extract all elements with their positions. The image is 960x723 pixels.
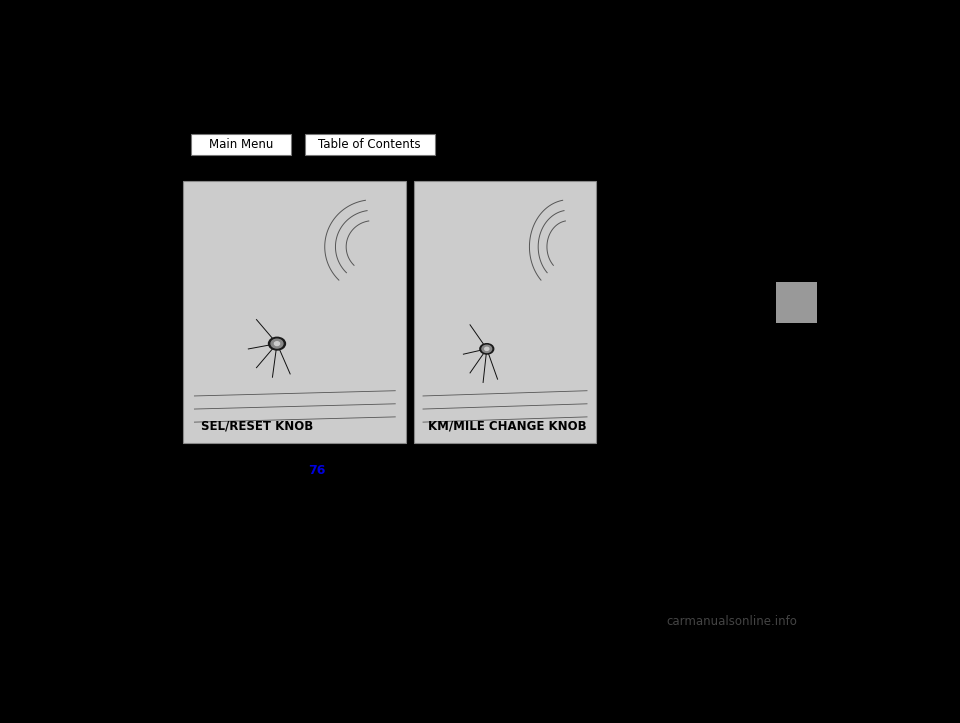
Text: carmanualsonline.info: carmanualsonline.info <box>667 615 798 628</box>
Circle shape <box>485 347 489 351</box>
Circle shape <box>482 345 492 353</box>
Text: SEL/RESET KNOB: SEL/RESET KNOB <box>201 419 313 432</box>
Bar <box>191 134 291 155</box>
Circle shape <box>271 339 283 348</box>
Bar <box>777 282 817 323</box>
Bar <box>304 134 435 155</box>
Circle shape <box>269 337 285 350</box>
Text: KM/MILE CHANGE KNOB: KM/MILE CHANGE KNOB <box>428 419 588 432</box>
Circle shape <box>275 342 279 346</box>
Bar <box>183 181 406 443</box>
Text: Table of Contents: Table of Contents <box>319 138 420 151</box>
Circle shape <box>480 343 493 354</box>
Text: Main Menu: Main Menu <box>208 138 273 151</box>
Text: 76: 76 <box>308 464 325 477</box>
Bar <box>414 181 596 443</box>
